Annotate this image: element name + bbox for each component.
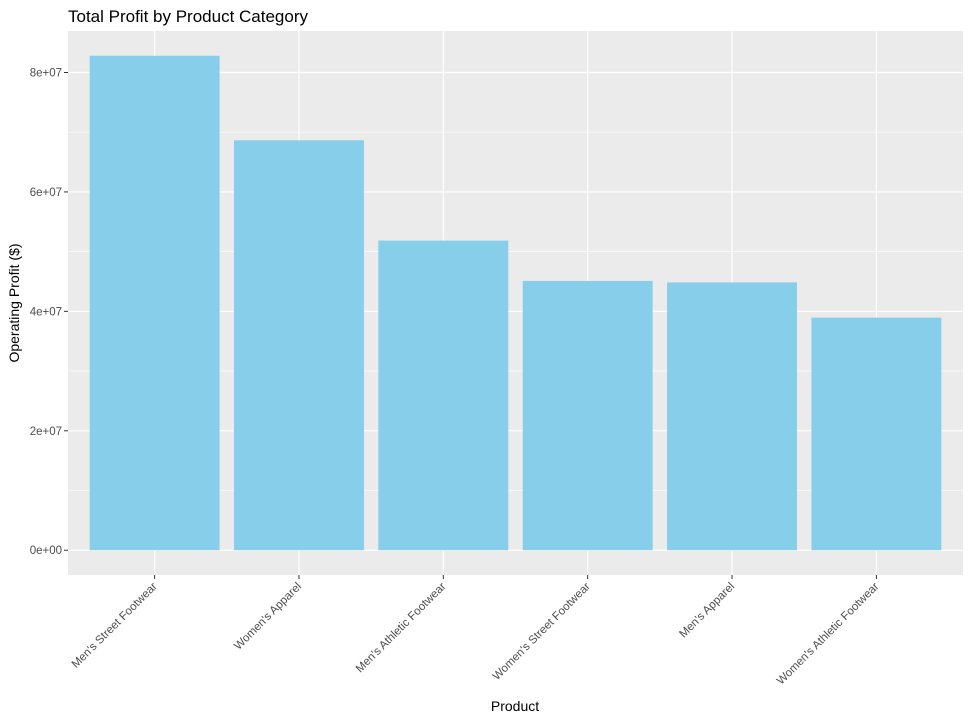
bars [89, 55, 942, 551]
bar [378, 240, 509, 551]
y-tick-label: 2e+07 [30, 426, 62, 438]
x-tick-label: Men's Apparel [677, 581, 737, 641]
y-axis-title: Operating Profit ($) [6, 243, 22, 362]
bar [522, 280, 653, 551]
x-tick-label: Men's Street Footwear [70, 581, 160, 671]
bar [234, 140, 364, 551]
x-axis-title: Product [491, 698, 539, 714]
x-tick-label: Women's Athletic Footwear [775, 581, 882, 688]
y-tick-label: 4e+07 [30, 306, 62, 318]
x-tick-label: Women's Apparel [232, 581, 304, 653]
x-tick-labels: Men's Street Footwear Women's Apparel Men'… [70, 581, 882, 688]
bar [667, 282, 797, 551]
bar [89, 55, 220, 551]
x-tick-label: Men's Athletic Footwear [354, 581, 449, 676]
y-tick-label: 8e+07 [30, 68, 62, 80]
y-tick-label: 6e+07 [30, 187, 62, 199]
y-tick-labels: 0e+00 2e+07 4e+07 6e+07 8e+07 [30, 68, 62, 558]
y-tick-label: 0e+00 [30, 545, 62, 557]
chart-title: Total Profit by Product Category [68, 7, 309, 26]
x-tick-label: Women's Street Footwear [491, 581, 593, 683]
bar [811, 317, 942, 551]
axis-ticks [64, 72, 877, 579]
